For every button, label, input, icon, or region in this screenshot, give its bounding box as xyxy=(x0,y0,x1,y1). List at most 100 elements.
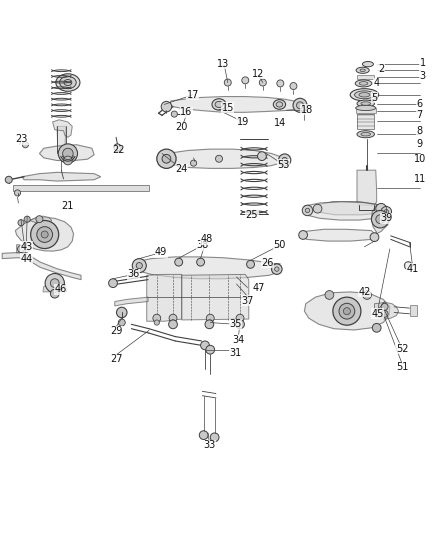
Text: 5: 5 xyxy=(371,93,378,103)
Circle shape xyxy=(153,314,161,322)
Text: 53: 53 xyxy=(278,160,290,170)
Circle shape xyxy=(14,190,21,196)
Circle shape xyxy=(206,345,215,354)
Circle shape xyxy=(305,208,310,213)
Circle shape xyxy=(293,98,307,112)
Polygon shape xyxy=(115,297,148,306)
Circle shape xyxy=(333,297,361,325)
Circle shape xyxy=(381,310,388,317)
Circle shape xyxy=(370,233,379,241)
Circle shape xyxy=(205,320,214,329)
Circle shape xyxy=(279,154,291,166)
Text: 3: 3 xyxy=(420,71,426,81)
Text: 39: 39 xyxy=(380,213,392,223)
Polygon shape xyxy=(371,204,391,236)
Ellipse shape xyxy=(361,102,371,106)
Text: 35: 35 xyxy=(230,319,242,329)
Circle shape xyxy=(199,431,208,440)
Text: 20: 20 xyxy=(176,122,188,132)
Ellipse shape xyxy=(355,80,372,87)
Circle shape xyxy=(64,156,72,165)
Circle shape xyxy=(343,308,350,314)
Text: 17: 17 xyxy=(187,90,199,100)
Text: 9: 9 xyxy=(417,139,423,149)
Text: 21: 21 xyxy=(62,201,74,211)
Ellipse shape xyxy=(350,88,378,101)
Text: 45: 45 xyxy=(371,309,384,319)
Circle shape xyxy=(381,303,388,310)
Text: 38: 38 xyxy=(196,240,208,251)
Circle shape xyxy=(282,157,287,163)
Polygon shape xyxy=(356,108,376,113)
Circle shape xyxy=(290,83,297,90)
Ellipse shape xyxy=(64,79,72,86)
Circle shape xyxy=(372,324,381,332)
Text: 51: 51 xyxy=(396,362,408,372)
Circle shape xyxy=(117,307,127,318)
Circle shape xyxy=(208,320,213,325)
Polygon shape xyxy=(147,274,182,321)
Circle shape xyxy=(381,206,392,217)
Text: 47: 47 xyxy=(252,282,265,293)
Polygon shape xyxy=(357,170,377,205)
Ellipse shape xyxy=(354,91,374,99)
Ellipse shape xyxy=(357,131,374,138)
Circle shape xyxy=(363,290,371,300)
Text: 24: 24 xyxy=(176,164,188,174)
Circle shape xyxy=(22,142,28,148)
Circle shape xyxy=(58,144,78,163)
Circle shape xyxy=(277,80,284,87)
Circle shape xyxy=(50,279,59,287)
Text: 41: 41 xyxy=(406,264,419,273)
Ellipse shape xyxy=(359,93,370,97)
Circle shape xyxy=(376,215,385,223)
Text: 27: 27 xyxy=(110,354,122,365)
Text: 23: 23 xyxy=(16,134,28,144)
Ellipse shape xyxy=(60,76,76,88)
Circle shape xyxy=(132,259,146,273)
Circle shape xyxy=(376,204,386,214)
Circle shape xyxy=(224,79,231,86)
Ellipse shape xyxy=(362,61,373,67)
Ellipse shape xyxy=(276,102,283,107)
Ellipse shape xyxy=(357,100,374,107)
Circle shape xyxy=(210,433,219,442)
Circle shape xyxy=(37,227,53,243)
Circle shape xyxy=(275,267,279,271)
Text: 29: 29 xyxy=(110,326,122,336)
Text: 25: 25 xyxy=(246,210,258,220)
Text: 33: 33 xyxy=(203,440,215,450)
Circle shape xyxy=(162,155,171,163)
Ellipse shape xyxy=(273,100,286,109)
Polygon shape xyxy=(410,305,417,316)
Circle shape xyxy=(197,258,205,266)
Circle shape xyxy=(215,155,223,162)
Circle shape xyxy=(41,231,48,238)
Polygon shape xyxy=(357,75,374,79)
Circle shape xyxy=(154,320,159,325)
Polygon shape xyxy=(39,145,94,160)
Circle shape xyxy=(272,264,282,274)
Circle shape xyxy=(24,216,30,222)
Circle shape xyxy=(50,289,59,298)
Circle shape xyxy=(18,246,25,253)
Text: 19: 19 xyxy=(237,117,249,127)
Text: 13: 13 xyxy=(217,59,230,69)
Circle shape xyxy=(297,102,304,109)
Text: 7: 7 xyxy=(417,110,423,120)
Circle shape xyxy=(63,148,73,159)
Text: 36: 36 xyxy=(127,269,140,279)
Polygon shape xyxy=(30,216,52,223)
Circle shape xyxy=(31,221,59,248)
Polygon shape xyxy=(374,302,399,319)
Ellipse shape xyxy=(361,133,371,136)
Circle shape xyxy=(247,260,254,268)
Circle shape xyxy=(18,220,24,226)
Circle shape xyxy=(236,314,244,322)
Polygon shape xyxy=(22,172,101,181)
Ellipse shape xyxy=(359,82,368,85)
Text: 49: 49 xyxy=(155,247,167,257)
Circle shape xyxy=(175,258,183,266)
Circle shape xyxy=(237,320,243,325)
Text: 10: 10 xyxy=(413,154,426,164)
